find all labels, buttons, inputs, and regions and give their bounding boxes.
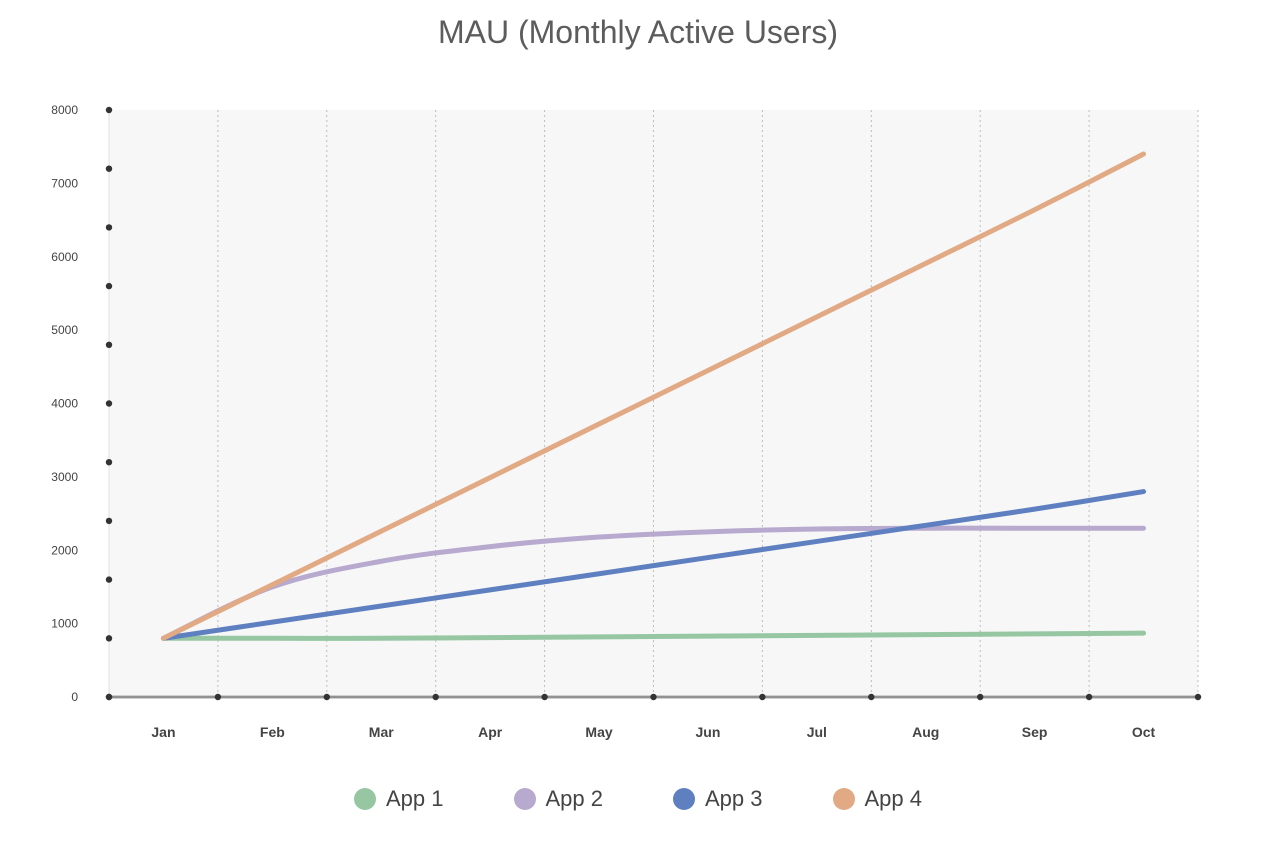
x-tick-dot	[868, 693, 875, 701]
legend-label: App 4	[864, 786, 923, 811]
y-tick-dot	[105, 106, 113, 114]
x-tick-dot	[323, 693, 330, 701]
legend-label: App 3	[705, 786, 763, 811]
x-tick-dot	[105, 693, 113, 701]
series-line-app-3	[160, 489, 1147, 641]
legend-swatch	[832, 788, 855, 810]
y-tick-label: 0	[71, 690, 78, 704]
x-tick-dot	[214, 693, 222, 701]
x-tick-label: May	[585, 724, 612, 740]
x-tick-label: Aug	[912, 724, 939, 740]
x-tick-dot	[1194, 693, 1202, 701]
series-line-app-4	[160, 151, 1147, 641]
chart-title: MAU (Monthly Active Users)	[437, 14, 839, 50]
series-line-app-2	[160, 525, 1147, 641]
legend-item-app-2: App 2	[513, 786, 604, 812]
legend-label: App 1	[386, 786, 444, 811]
y-tick-dot	[105, 224, 113, 231]
x-tick-dot	[650, 693, 657, 701]
y-tick-dot	[105, 400, 113, 407]
x-tick-label: Jun	[696, 724, 721, 740]
chart-legend: App 1 App 2 App 3 App 4	[0, 786, 1276, 812]
y-tick-dot	[105, 165, 113, 172]
y-tick-dot	[105, 576, 113, 583]
legend-item-app-3: App 3	[673, 786, 763, 812]
x-tick-dot	[1085, 693, 1093, 701]
y-tick-dot	[105, 635, 113, 642]
x-tick-label: Mar	[369, 724, 394, 740]
y-tick-label: 8000	[51, 103, 78, 117]
y-tick-dot	[105, 517, 113, 525]
x-tick-label: Jul	[807, 724, 827, 740]
plot-area	[109, 110, 1198, 697]
legend-swatch	[673, 788, 695, 810]
x-tick-dot	[541, 693, 548, 701]
y-tick-dot	[105, 459, 113, 466]
y-tick-label: 4000	[51, 397, 78, 411]
x-tick-dot	[432, 693, 439, 701]
x-tick-label: Feb	[260, 724, 285, 740]
legend-item-app-1: App 1	[354, 786, 444, 812]
x-tick-dot	[977, 693, 984, 701]
x-tick-dot	[759, 693, 766, 701]
legend-item-app-4: App 4	[832, 786, 923, 812]
legend-swatch	[354, 788, 376, 810]
x-tick-label: Sep	[1022, 724, 1048, 740]
x-tick-label: Apr	[478, 724, 503, 740]
x-tick-label: Jan	[151, 724, 175, 740]
legend-label: App 2	[545, 786, 604, 811]
y-tick-label: 5000	[51, 323, 78, 337]
y-tick-dot	[105, 282, 113, 290]
y-tick-label: 6000	[51, 250, 78, 264]
y-tick-label: 1000	[51, 617, 78, 631]
x-tick-label: Oct	[1132, 724, 1156, 740]
series-line-app-1	[160, 630, 1147, 641]
legend-swatch	[513, 788, 536, 810]
y-tick-label: 2000	[51, 543, 78, 557]
y-tick-dot	[105, 341, 113, 348]
y-tick-label: 3000	[51, 470, 78, 484]
y-tick-label: 7000	[51, 176, 78, 190]
